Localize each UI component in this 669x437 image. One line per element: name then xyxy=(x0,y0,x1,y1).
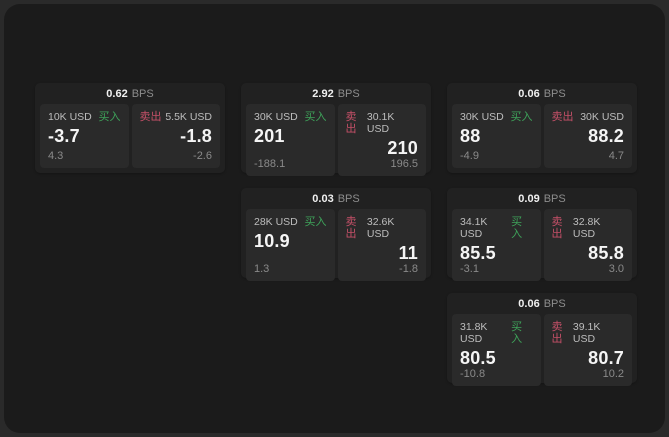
price-panels: 34.1K USD 买入 85.5 -3.1 卖出 32.8K USD 85.8… xyxy=(447,209,637,286)
buy-panel[interactable]: 34.1K USD 买入 85.5 -3.1 xyxy=(452,209,541,281)
price-panels: 30K USD 买入 88 -4.9 卖出 30K USD 88.2 4.7 xyxy=(447,104,637,173)
bps-unit-label: BPS xyxy=(337,87,360,100)
quote-card: 0.06 BPS 30K USD 买入 88 -4.9 卖出 30K USD xyxy=(447,83,637,173)
card-header: 2.92 BPS xyxy=(241,83,431,104)
buy-panel[interactable]: 31.8K USD 买入 80.5 -10.8 xyxy=(452,314,541,386)
price-panels: 31.8K USD 买入 80.5 -10.8 卖出 39.1K USD 80.… xyxy=(447,314,637,391)
buy-amount: 30K USD xyxy=(460,111,504,123)
bps-unit-label: BPS xyxy=(337,192,360,205)
bps-unit-label: BPS xyxy=(131,87,154,100)
bps-value: 0.09 xyxy=(518,192,540,205)
buy-price: 80.5 xyxy=(460,348,496,368)
quotes-grid: 0.62 BPS 10K USD 买入 -3.7 4.3 卖出 5.5K USD xyxy=(35,83,637,386)
buy-amount: 28K USD xyxy=(254,216,298,228)
bps-value: 0.03 xyxy=(312,192,334,205)
buy-button[interactable]: 买入 xyxy=(511,216,523,240)
sell-amount: 32.8K USD xyxy=(572,216,601,240)
buy-amount: 10K USD xyxy=(48,111,92,123)
sell-button[interactable]: 卖出 xyxy=(551,321,563,345)
quote-card: 0.06 BPS 31.8K USD 买入 80.5 -10.8 卖出 39.1… xyxy=(447,293,637,386)
sell-panel[interactable]: 卖出 32.8K USD 85.8 3.0 xyxy=(543,209,632,281)
buy-button[interactable]: 买入 xyxy=(510,111,533,123)
bps-unit-label: BPS xyxy=(543,87,566,100)
card-header: 0.06 BPS xyxy=(447,293,637,314)
card-header: 0.09 BPS xyxy=(447,188,637,209)
sell-price: 80.7 xyxy=(588,348,624,368)
buy-price: 10.9 xyxy=(254,231,290,251)
sell-panel[interactable]: 卖出 5.5K USD -1.8 -2.6 xyxy=(131,104,220,168)
sell-button[interactable]: 卖出 xyxy=(139,111,162,123)
sell-delta: 10.2 xyxy=(602,368,624,380)
sell-amount: 30K USD xyxy=(580,111,624,123)
bps-unit-label: BPS xyxy=(543,297,566,310)
card-header: 0.03 BPS xyxy=(241,188,431,209)
sell-panel[interactable]: 卖出 32.6K USD 11 -1.8 xyxy=(337,209,426,281)
buy-price: 201 xyxy=(254,126,285,146)
buy-delta: -3.1 xyxy=(460,263,479,275)
buy-delta: 1.3 xyxy=(254,263,270,275)
card-header: 0.06 BPS xyxy=(447,83,637,104)
sell-delta: -2.6 xyxy=(193,150,212,162)
sell-delta: 4.7 xyxy=(608,150,624,162)
app-window: 0.62 BPS 10K USD 买入 -3.7 4.3 卖出 5.5K USD xyxy=(4,4,665,433)
sell-panel[interactable]: 卖出 30K USD 88.2 4.7 xyxy=(543,104,632,168)
quote-card: 0.03 BPS 28K USD 买入 10.9 1.3 卖出 32.6K US… xyxy=(241,188,431,281)
quote-card: 0.62 BPS 10K USD 买入 -3.7 4.3 卖出 5.5K USD xyxy=(35,83,225,173)
buy-panel[interactable]: 10K USD 买入 -3.7 4.3 xyxy=(40,104,129,168)
sell-price: 88.2 xyxy=(588,126,624,146)
buy-button[interactable]: 买入 xyxy=(511,321,523,345)
sell-panel[interactable]: 卖出 30.1K USD 210 196.5 xyxy=(337,104,426,176)
sell-price: 85.8 xyxy=(588,243,624,263)
buy-amount: 31.8K USD xyxy=(460,321,488,345)
buy-delta: -188.1 xyxy=(254,158,286,170)
sell-delta: 3.0 xyxy=(608,263,624,275)
sell-button[interactable]: 卖出 xyxy=(345,216,357,240)
buy-delta: 4.3 xyxy=(48,150,64,162)
price-panels: 28K USD 买入 10.9 1.3 卖出 32.6K USD 11 -1.8 xyxy=(241,209,431,286)
sell-amount: 39.1K USD xyxy=(572,321,601,345)
bps-value: 0.62 xyxy=(106,87,128,100)
card-header: 0.62 BPS xyxy=(35,83,225,104)
sell-amount: 30.1K USD xyxy=(366,111,395,135)
bps-value: 0.06 xyxy=(518,87,540,100)
buy-panel[interactable]: 30K USD 买入 201 -188.1 xyxy=(246,104,335,176)
sell-price: 11 xyxy=(398,243,418,263)
sell-amount: 5.5K USD xyxy=(165,111,212,123)
sell-button[interactable]: 卖出 xyxy=(551,216,563,240)
buy-button[interactable]: 买入 xyxy=(98,111,121,123)
buy-panel[interactable]: 30K USD 买入 88 -4.9 xyxy=(452,104,541,168)
quote-card: 0.09 BPS 34.1K USD 买入 85.5 -3.1 卖出 32.8K… xyxy=(447,188,637,281)
buy-price: 88 xyxy=(460,126,481,146)
sell-delta: 196.5 xyxy=(390,158,418,170)
buy-price: 85.5 xyxy=(460,243,496,263)
buy-panel[interactable]: 28K USD 买入 10.9 1.3 xyxy=(246,209,335,281)
sell-button[interactable]: 卖出 xyxy=(345,111,357,135)
bps-value: 2.92 xyxy=(312,87,334,100)
bps-unit-label: BPS xyxy=(543,192,566,205)
price-panels: 10K USD 买入 -3.7 4.3 卖出 5.5K USD -1.8 -2.… xyxy=(35,104,225,173)
buy-amount: 30K USD xyxy=(254,111,298,123)
sell-delta: -1.8 xyxy=(399,263,418,275)
sell-button[interactable]: 卖出 xyxy=(551,111,574,123)
sell-panel[interactable]: 卖出 39.1K USD 80.7 10.2 xyxy=(543,314,632,386)
buy-amount: 34.1K USD xyxy=(460,216,488,240)
buy-button[interactable]: 买入 xyxy=(304,216,327,228)
buy-price: -3.7 xyxy=(48,126,80,146)
sell-price: -1.8 xyxy=(180,126,212,146)
quote-card: 2.92 BPS 30K USD 买入 201 -188.1 卖出 30.1K … xyxy=(241,83,431,176)
bps-value: 0.06 xyxy=(518,297,540,310)
buy-delta: -10.8 xyxy=(460,368,486,380)
buy-delta: -4.9 xyxy=(460,150,479,162)
sell-amount: 32.6K USD xyxy=(366,216,395,240)
buy-button[interactable]: 买入 xyxy=(304,111,327,123)
price-panels: 30K USD 买入 201 -188.1 卖出 30.1K USD 210 1… xyxy=(241,104,431,181)
sell-price: 210 xyxy=(387,138,418,158)
